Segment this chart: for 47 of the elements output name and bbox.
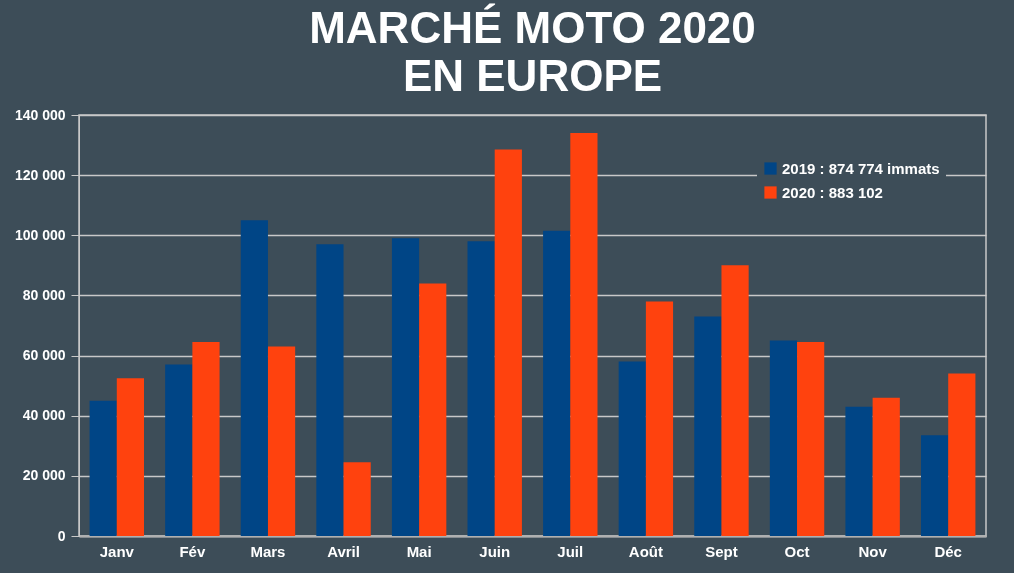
bar bbox=[240, 220, 268, 536]
legend-label: 2020 : 883 102 bbox=[782, 183, 883, 201]
bar bbox=[165, 364, 193, 536]
y-tick-label: 20 000 bbox=[22, 467, 66, 484]
x-tick-label: Fév bbox=[179, 542, 206, 560]
bar bbox=[618, 361, 646, 536]
x-tick-label: Janv bbox=[99, 542, 135, 560]
bar bbox=[89, 400, 117, 536]
bar bbox=[769, 340, 798, 536]
y-tick-label: 60 000 bbox=[22, 347, 66, 364]
bar bbox=[570, 133, 598, 536]
x-tick-label: Juil bbox=[557, 542, 584, 560]
x-tick-label: Sept bbox=[705, 542, 738, 560]
bar bbox=[343, 462, 371, 536]
x-tick-label: Mai bbox=[406, 542, 432, 560]
y-tick-label: 140 000 bbox=[14, 106, 66, 123]
bar bbox=[192, 342, 220, 536]
bar bbox=[467, 241, 495, 536]
bar bbox=[419, 283, 447, 536]
legend-label: 2019 : 874 774 immats bbox=[782, 159, 940, 177]
bar bbox=[391, 238, 420, 536]
y-tick-label: 40 000 bbox=[22, 407, 66, 424]
x-tick-label: Juin bbox=[479, 542, 511, 560]
x-tick-label: Avril bbox=[327, 542, 360, 560]
bar bbox=[645, 301, 674, 536]
bar bbox=[694, 316, 722, 536]
x-tick-label: Août bbox=[628, 542, 663, 560]
bar bbox=[872, 397, 900, 536]
y-tick-label: 0 bbox=[57, 527, 66, 544]
y-tick-label: 80 000 bbox=[22, 286, 66, 303]
bar bbox=[267, 346, 296, 536]
y-tick-label: 120 000 bbox=[14, 166, 66, 183]
bar bbox=[921, 435, 949, 536]
bar bbox=[797, 342, 825, 536]
bar bbox=[494, 149, 522, 536]
x-tick-label: Mars bbox=[250, 542, 286, 560]
x-tick-label: Déc bbox=[934, 542, 962, 560]
x-tick-label: Nov bbox=[858, 542, 888, 560]
bar bbox=[948, 373, 976, 536]
bar bbox=[845, 406, 873, 536]
bar bbox=[116, 378, 144, 536]
bar bbox=[316, 244, 344, 536]
chart-title: MARCHÉ MOTO 2020 EN EUROPE bbox=[309, 3, 756, 100]
y-tick-label: 100 000 bbox=[14, 226, 66, 243]
bar bbox=[543, 230, 571, 536]
x-tick-label: Oct bbox=[784, 542, 810, 560]
bar bbox=[721, 265, 749, 536]
